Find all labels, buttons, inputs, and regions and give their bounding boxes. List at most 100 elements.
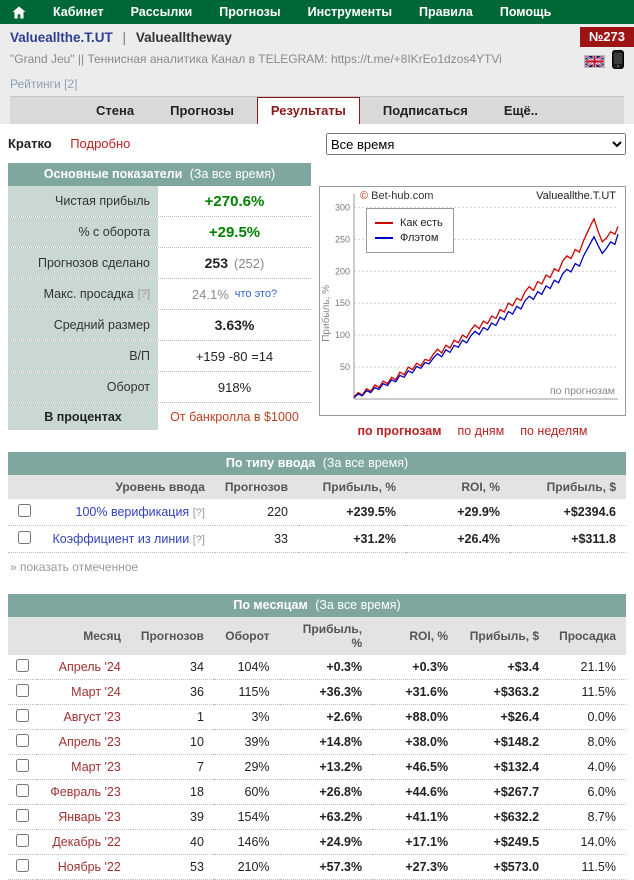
roi-pct-cell: +38.0% [372, 729, 459, 755]
stat-label-text: Макс. просадка [43, 287, 134, 301]
month-link[interactable]: Декабрь '22 [52, 835, 121, 849]
row-checkbox[interactable] [15, 734, 29, 747]
chart-scale-link[interactable]: по неделям [520, 424, 588, 438]
row-checkbox[interactable] [15, 659, 29, 672]
chart-scale-link[interactable]: по дням [457, 424, 505, 438]
profile-number-badge: №273 [579, 27, 634, 47]
help-icon[interactable]: [?] [192, 507, 205, 519]
copyright-symbol: © [360, 190, 369, 202]
entry-type-header-row: Уровень ввода Прогнозов Прибыль, % ROI, % Пр… [8, 475, 626, 499]
checkbox-cell [8, 679, 37, 705]
chart-scale-link[interactable]: по прогнозам [357, 424, 442, 438]
nav-item[interactable]: Правила [419, 5, 473, 19]
stats-row: Чистая прибыль +270.6% [8, 186, 311, 217]
month-link[interactable]: Апрель '23 [58, 735, 121, 749]
row-checkbox[interactable] [15, 709, 29, 722]
month-link[interactable]: Март '23 [71, 760, 121, 774]
month-link[interactable]: Ноябрь '22 [57, 860, 121, 874]
profit-pct-cell: +31.2% [298, 525, 406, 553]
stats-rows: Чистая прибыль +270.6% % с оборота +29.5% Пр… [8, 186, 311, 403]
uk-flag-icon[interactable] [584, 54, 605, 68]
mobile-phone-icon[interactable] [612, 50, 624, 72]
drawdown-cell: 11.5% [549, 854, 626, 880]
row-checkbox[interactable] [15, 759, 29, 772]
nav-item[interactable]: Кабинет [53, 5, 104, 19]
roi-pct-cell: +41.1% [372, 804, 459, 830]
turnover-cell: 115% [213, 679, 280, 705]
checkbox-cell [8, 704, 37, 730]
row-checkbox[interactable] [15, 834, 29, 847]
chart-x-axis-note: по прогнозам [549, 385, 615, 397]
month-link[interactable]: Март '24 [71, 685, 121, 699]
row-checkbox[interactable] [15, 859, 29, 872]
column-header: Месяц [36, 617, 131, 655]
what-is-this-link[interactable]: что это? [234, 288, 278, 300]
bankroll-note-link[interactable]: От банкролла в $1000 [170, 409, 299, 424]
month-row: Апрель '23 10 39% +14.8% +38.0% +$148.2 8.0% [8, 729, 626, 755]
entry-level-cell: 100% верификация [?] [40, 499, 215, 526]
stat-label-text: Чистая прибыль [55, 194, 150, 208]
predictions-cell: 7 [130, 754, 214, 780]
profile-title[interactable]: Valueallthe.T.UT [10, 30, 113, 45]
svg-text:100: 100 [335, 330, 350, 340]
chart-copyright[interactable]: © Bet-hub.com [360, 190, 433, 202]
tab-item[interactable]: Ещё.. [503, 103, 538, 118]
entry-type-row: 100% верификация [?] 220 +239.5% +29.9% +$23… [8, 499, 626, 526]
month-link[interactable]: Август '23 [63, 710, 121, 724]
profit-pct-cell: +0.3% [279, 655, 373, 680]
tab-item[interactable]: Стена [96, 103, 135, 118]
view-brief-label[interactable]: Кратко [8, 136, 52, 151]
profit-usd-cell: +$363.2 [458, 679, 550, 705]
nav-item[interactable]: Помощь [499, 5, 552, 19]
profile-title-row: Valueallthe.T.UT | Valuealltheway [10, 30, 624, 45]
month-row: Март '23 7 29% +13.2% +46.5% +$132.4 4.0% [8, 754, 626, 780]
month-row: Февраль '23 18 60% +26.8% +44.6% +$267.7 6.0% [8, 779, 626, 805]
months-section-header: По месяцам (За все время) [8, 594, 626, 617]
stats-row: % с оборота +29.5% [8, 217, 311, 248]
stats-row: Средний размер 3.63% [8, 310, 311, 341]
tab-item[interactable]: Прогнозы [170, 103, 234, 118]
view-detailed-link[interactable]: Подробно [70, 136, 131, 151]
tab-item[interactable]: Подписаться [382, 103, 468, 118]
months-section: По месяцам (За все время) Месяц Прогнозов… [8, 594, 626, 880]
entry-level-link[interactable]: Коэффициент из линии [52, 532, 190, 546]
month-link[interactable]: Февраль '23 [50, 785, 121, 799]
month-cell: Март '24 [36, 679, 131, 705]
checkbox-cell [8, 525, 40, 553]
row-checkbox[interactable] [15, 784, 29, 797]
drawdown-cell: 0.0% [549, 704, 626, 730]
profit-usd-cell: +$26.4 [458, 704, 550, 730]
row-checkbox[interactable] [17, 531, 31, 544]
nav-item[interactable]: Рассылки [130, 5, 193, 19]
period-select[interactable]: Все время [326, 133, 626, 155]
roi-pct-cell: +31.6% [372, 679, 459, 705]
stat-value: +159 -80 =14 [158, 341, 311, 371]
help-icon[interactable]: [?] [137, 288, 150, 300]
stat-value-main: +29.5% [208, 223, 261, 241]
stat-value-main: 253 [204, 255, 228, 271]
profit-usd-cell: +$2394.6 [510, 499, 626, 526]
row-checkbox[interactable] [17, 504, 31, 517]
drawdown-cell: 4.0% [549, 754, 626, 780]
roi-pct-cell: +44.6% [372, 779, 459, 805]
row-checkbox[interactable] [15, 809, 29, 822]
nav-item[interactable]: Прогнозы [219, 5, 281, 19]
row-checkbox[interactable] [15, 684, 29, 697]
home-icon[interactable] [12, 6, 26, 19]
entry-type-body: 100% верификация [?] 220 +239.5% +29.9% +$23… [8, 499, 626, 553]
entry-level-link[interactable]: 100% верификация [75, 505, 190, 519]
tab-active[interactable]: Результаты [256, 97, 360, 124]
drawdown-cell: 21.1% [549, 655, 626, 680]
checkbox-cell [8, 829, 37, 855]
ratings-link[interactable]: Рейтинги [2] [10, 77, 78, 91]
month-link[interactable]: Январь '23 [58, 810, 121, 824]
help-icon[interactable]: [?] [192, 534, 205, 546]
stat-label: В/П [8, 341, 158, 371]
view-controls: Кратко Подробно Все время [0, 124, 634, 161]
show-selected-link[interactable]: » показать отмеченное [10, 560, 139, 574]
month-link[interactable]: Апрель '24 [58, 660, 121, 674]
title-separator: | [122, 30, 127, 45]
month-row: Ноябрь '22 53 210% +57.3% +27.3% +$573.0 11.5% [8, 854, 626, 880]
legend-line-swatch [375, 237, 393, 239]
nav-item[interactable]: Инструменты [307, 5, 392, 19]
